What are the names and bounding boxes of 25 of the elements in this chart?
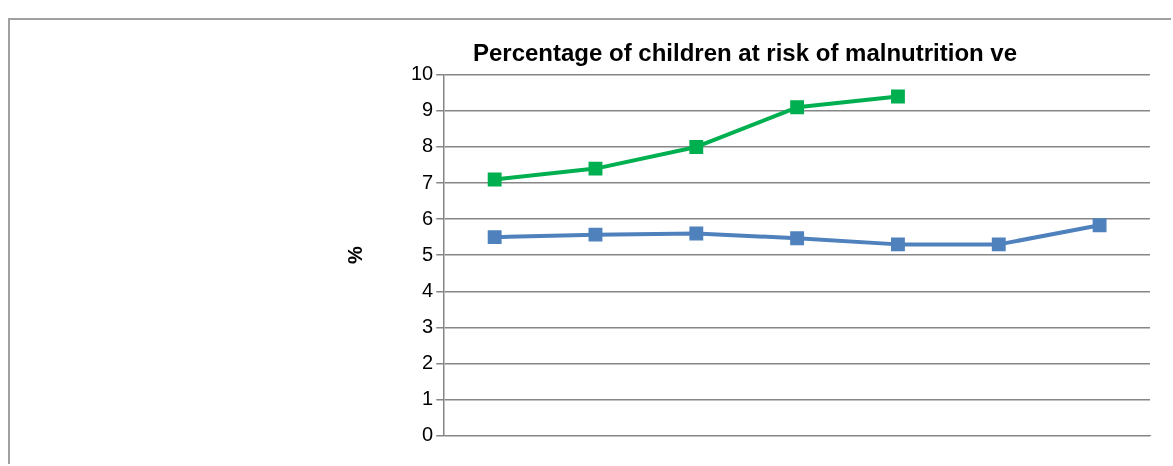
y-tick-label: 3 [422, 314, 434, 337]
y-tick-label: 4 [422, 278, 434, 301]
y-axis-title: % [343, 246, 366, 265]
point [991, 237, 1006, 252]
y-tick-label: 10 [411, 62, 434, 85]
point [588, 227, 603, 242]
y-tick-label: 9 [422, 98, 434, 121]
point [689, 140, 704, 154]
y-tick-label: 7 [422, 170, 434, 193]
point [891, 89, 905, 104]
y-tick-label: 0 [422, 423, 434, 446]
point [689, 226, 704, 241]
y-tick-label: 2 [422, 350, 434, 373]
point [487, 230, 502, 245]
chart-title: Percentage of children at risk of malnutrition ve [472, 39, 1018, 67]
y-tick-label: 1 [422, 387, 434, 410]
point [790, 231, 805, 246]
point [891, 237, 905, 252]
point [588, 161, 603, 176]
y-tick-label: 6 [422, 206, 434, 229]
y-tick-label: 8 [422, 134, 434, 157]
point [1092, 218, 1107, 233]
y-tick-label: 5 [422, 242, 434, 265]
point [487, 172, 502, 187]
point [790, 100, 805, 115]
